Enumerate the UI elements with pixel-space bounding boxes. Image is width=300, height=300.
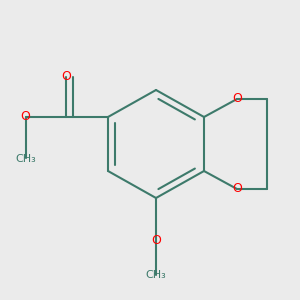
Text: O: O [151, 233, 161, 247]
Text: CH₃: CH₃ [15, 154, 36, 164]
Text: O: O [61, 70, 71, 83]
Text: CH₃: CH₃ [146, 269, 167, 280]
Text: O: O [232, 182, 242, 196]
Text: O: O [232, 92, 242, 106]
Text: O: O [21, 110, 30, 124]
